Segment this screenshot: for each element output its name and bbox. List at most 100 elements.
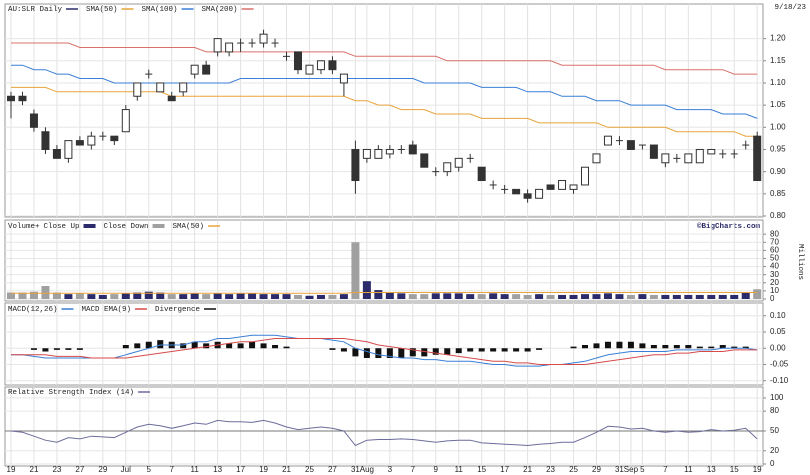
y-tick-label: 1.10 <box>770 78 786 87</box>
volume-bar <box>684 294 693 299</box>
candle-body <box>408 144 417 155</box>
volume-bar <box>661 294 670 299</box>
candle-body <box>328 60 337 71</box>
x-tick-label: 21 <box>30 465 39 474</box>
volume-bar <box>259 294 268 299</box>
divergence-bar <box>398 348 405 358</box>
y-tick-label: 80 <box>770 229 779 238</box>
candle-body <box>29 113 38 128</box>
divergence-bar <box>352 348 359 357</box>
y-tick-label: 20 <box>770 446 779 455</box>
divergence-bar <box>708 346 715 349</box>
candle-body <box>385 148 394 155</box>
x-tick-label: 7 <box>663 465 668 474</box>
x-tick-label: 29 <box>98 465 107 474</box>
divergence-bar <box>249 341 256 349</box>
candle-body <box>362 148 371 159</box>
x-tick-label: 31 <box>615 465 624 474</box>
y-tick-label: 1.05 <box>770 100 786 109</box>
volume-bar <box>500 294 509 299</box>
x-tick-label: 15 <box>730 465 739 474</box>
volume-bar <box>466 294 475 299</box>
candle-body <box>259 33 268 44</box>
y-tick-label: -0.05 <box>770 360 789 369</box>
divergence-bar <box>570 346 577 349</box>
volume-bar <box>615 294 624 299</box>
candle-body <box>420 153 429 168</box>
candle-body <box>133 82 142 97</box>
candle-body <box>374 148 383 159</box>
x-tick-label: 31 <box>351 465 360 474</box>
volume-bar <box>477 294 486 299</box>
candle-body <box>512 188 521 195</box>
y-tick-label: -0.10 <box>770 376 789 385</box>
x-tick-label: 25 <box>305 465 314 474</box>
y-tick-label: 10 <box>770 286 779 295</box>
candle-body <box>592 153 601 164</box>
volume-bar <box>558 294 567 299</box>
candle-body <box>213 38 222 53</box>
candle-body <box>581 166 589 186</box>
y-tick-label: 0.80 <box>770 211 786 220</box>
divergence-bar <box>30 348 37 350</box>
volume-bar <box>420 294 429 299</box>
volume-bar <box>305 295 314 299</box>
candle-body <box>684 153 693 164</box>
divergence-bar <box>226 343 233 349</box>
divergence-bar <box>180 343 187 349</box>
divergence-bar <box>421 348 428 357</box>
divergence-bar <box>157 340 164 349</box>
y-tick-label: 0.05 <box>770 327 786 336</box>
x-tick-label: 23 <box>546 465 555 474</box>
candle-body <box>523 193 532 199</box>
y-tick-label: 1.15 <box>770 56 786 65</box>
divergence-bar <box>490 348 497 352</box>
volume-bar <box>431 293 440 299</box>
divergence-bar <box>409 348 416 357</box>
divergence-bar <box>478 348 485 352</box>
volume-bar <box>718 294 727 299</box>
volume-bar <box>603 293 612 299</box>
price-panel <box>4 3 764 218</box>
divergence-bar <box>260 343 267 349</box>
candle-body <box>156 82 165 93</box>
volume-bar <box>523 294 532 299</box>
y-tick-label: 0 <box>770 294 775 303</box>
divergence-bar <box>203 343 210 349</box>
volume-bar <box>695 294 704 299</box>
candle-body <box>167 95 176 102</box>
candle-body <box>707 148 716 155</box>
volume-bar <box>454 293 463 299</box>
candle-body <box>339 73 348 84</box>
volume-bar <box>213 293 222 299</box>
candle-body <box>477 166 486 182</box>
divergence-bar <box>375 348 382 358</box>
volume-bar <box>397 293 406 299</box>
volume-bar <box>626 294 635 299</box>
series-line <box>11 42 758 75</box>
candle-body <box>179 82 188 93</box>
divergence-bar <box>593 343 600 349</box>
x-tick-label: 7 <box>169 465 174 474</box>
x-tick-label: Jul <box>121 465 131 474</box>
candle-body <box>64 140 73 159</box>
legend-label: MACD(12,26) <box>8 306 58 314</box>
divergence-bar <box>685 345 692 349</box>
candle-body <box>7 95 15 102</box>
y-tick-label: 60 <box>770 245 779 254</box>
divergence-bar <box>513 348 520 352</box>
volume-bar <box>98 294 107 299</box>
x-tick-label: 13 <box>213 465 222 474</box>
volume-bar <box>512 294 521 299</box>
y-tick-label: 80 <box>770 406 779 415</box>
legend-label: SMA(100) <box>142 6 178 14</box>
volume-bar <box>569 294 578 299</box>
x-tick-label: 5 <box>147 465 152 474</box>
volume-bar <box>75 293 84 299</box>
chart-date: 9/18/23 <box>774 4 806 12</box>
volume-bar <box>179 294 188 299</box>
x-tick-label: 13 <box>707 465 716 474</box>
series-line <box>11 338 758 365</box>
volume-bar <box>592 294 601 299</box>
candle-body <box>753 135 762 182</box>
